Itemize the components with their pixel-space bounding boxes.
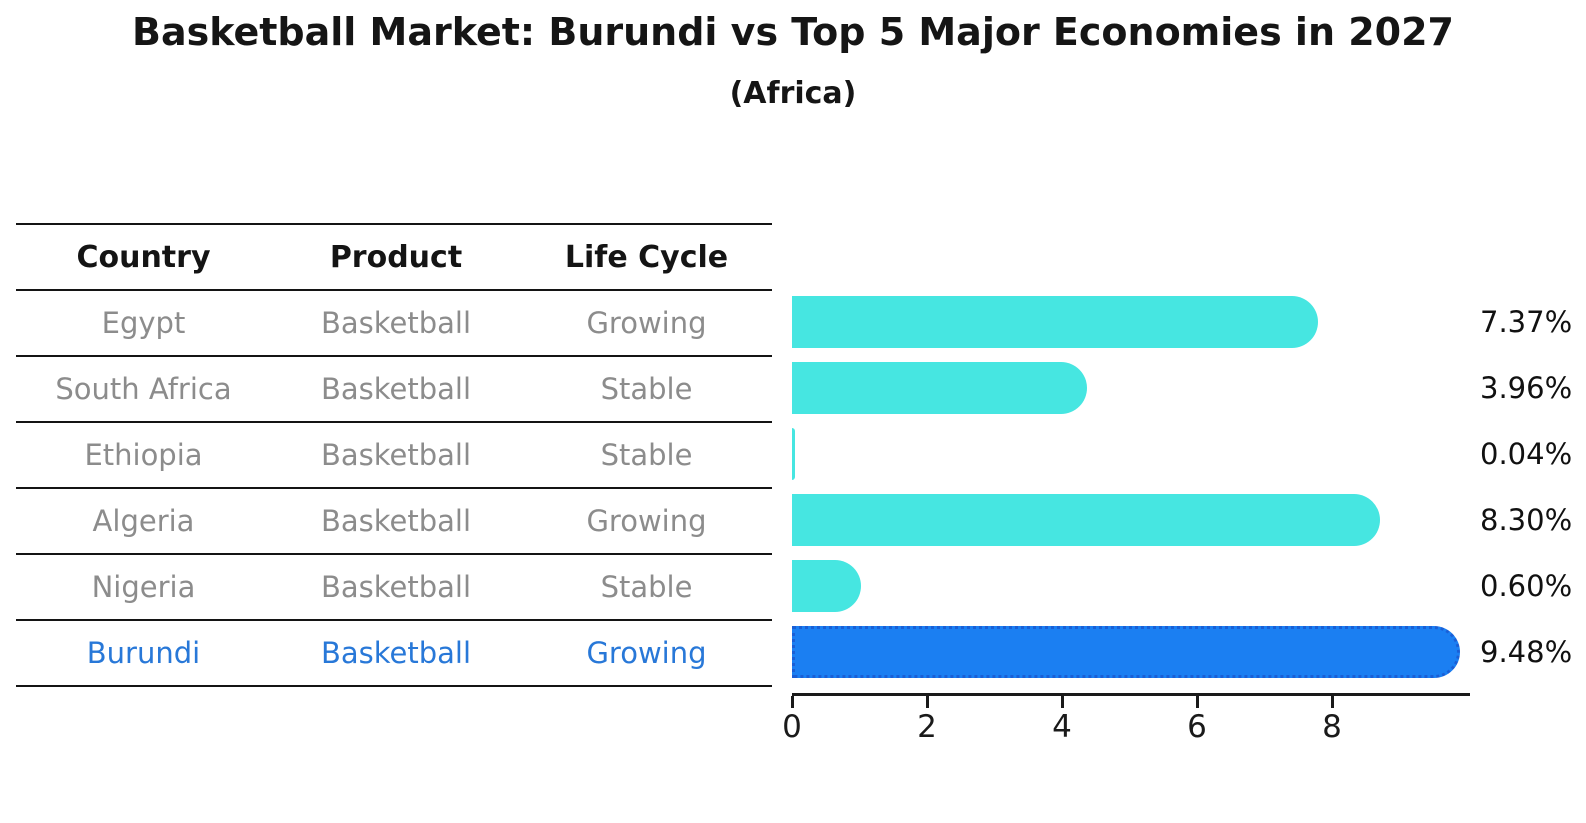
x-tick-mark	[1060, 696, 1064, 708]
bar-value-label: 7.37%	[1480, 305, 1573, 339]
cell-lifecycle: Growing	[586, 306, 707, 340]
x-tick-label: 4	[1052, 709, 1072, 745]
table-header-row: Country Product Life Cycle	[16, 225, 772, 291]
bar-egypt	[792, 296, 1318, 348]
table-row: Nigeria Basketball Stable	[16, 555, 772, 621]
bar-row: 0.60%	[792, 553, 1586, 619]
bar-chart: 7.37% 3.96% 0.04% 8.30% 0.60% 9.48% 0 2 4 6 8	[782, 289, 1586, 789]
bar-burundi	[792, 626, 1460, 678]
cell-lifecycle: Growing	[586, 504, 707, 538]
table-row: Ethiopia Basketball Stable	[16, 423, 772, 489]
x-tick-mark	[1330, 696, 1334, 708]
x-tick-label: 8	[1322, 709, 1342, 745]
bars-area: 7.37% 3.96% 0.04% 8.30% 0.60% 9.48%	[792, 289, 1586, 685]
x-tick-mark	[790, 696, 794, 708]
cell-country: South Africa	[55, 372, 232, 406]
bar-row: 7.37%	[792, 289, 1586, 355]
cell-product: Basketball	[320, 372, 472, 406]
column-header-product: Product	[329, 239, 463, 275]
x-tick-mark	[1195, 696, 1199, 708]
cell-lifecycle: Stable	[600, 438, 693, 472]
cell-country: Burundi	[86, 636, 201, 670]
x-tick-label: 0	[782, 709, 802, 745]
cell-product: Basketball	[320, 438, 472, 472]
x-tick-mark	[925, 696, 929, 708]
cell-lifecycle: Stable	[600, 372, 693, 406]
bar-value-label: 0.60%	[1480, 569, 1573, 603]
bar-row: 9.48%	[792, 619, 1586, 685]
table-row: South Africa Basketball Stable	[16, 357, 772, 423]
table-body: Egypt Basketball Growing South Africa Basket…	[16, 291, 772, 687]
x-tick-label: 2	[917, 709, 937, 745]
column-header-country: Country	[76, 239, 211, 275]
bar-row: 0.04%	[792, 421, 1586, 487]
column-header-lifecycle: Life Cycle	[564, 239, 729, 275]
bar-nigeria	[792, 560, 861, 612]
bar-value-label: 8.30%	[1480, 503, 1573, 537]
bar-algeria	[792, 494, 1381, 546]
cell-product: Basketball	[320, 306, 472, 340]
cell-product: Basketball	[320, 504, 472, 538]
cell-product: Basketball	[320, 570, 472, 604]
chart-title: Basketball Market: Burundi vs Top 5 Majo…	[132, 10, 1454, 54]
table-row: Egypt Basketball Growing	[16, 291, 772, 357]
bar-row: 3.96%	[792, 355, 1586, 421]
x-tick-label: 6	[1187, 709, 1207, 745]
cell-lifecycle: Stable	[600, 570, 693, 604]
bar-value-label: 9.48%	[1480, 635, 1573, 669]
bar-value-label: 3.96%	[1480, 371, 1573, 405]
cell-country: Egypt	[101, 306, 186, 340]
cell-country: Ethiopia	[84, 438, 203, 472]
x-axis-line	[792, 693, 1470, 696]
table-row: Burundi Basketball Growing	[16, 621, 772, 687]
cell-country: Nigeria	[91, 570, 196, 604]
bar-row: 8.30%	[792, 487, 1586, 553]
cell-product: Basketball	[320, 636, 472, 670]
country-table: Country Product Life Cycle Egypt Basketba…	[16, 223, 772, 687]
bar-ethiopia	[792, 428, 795, 480]
chart-subtitle: (Africa)	[729, 76, 857, 111]
bar-value-label: 0.04%	[1480, 437, 1573, 471]
table-row: Algeria Basketball Growing	[16, 489, 772, 555]
bar-south-africa	[792, 362, 1088, 414]
cell-lifecycle: Growing	[586, 636, 707, 670]
cell-country: Algeria	[92, 504, 195, 538]
